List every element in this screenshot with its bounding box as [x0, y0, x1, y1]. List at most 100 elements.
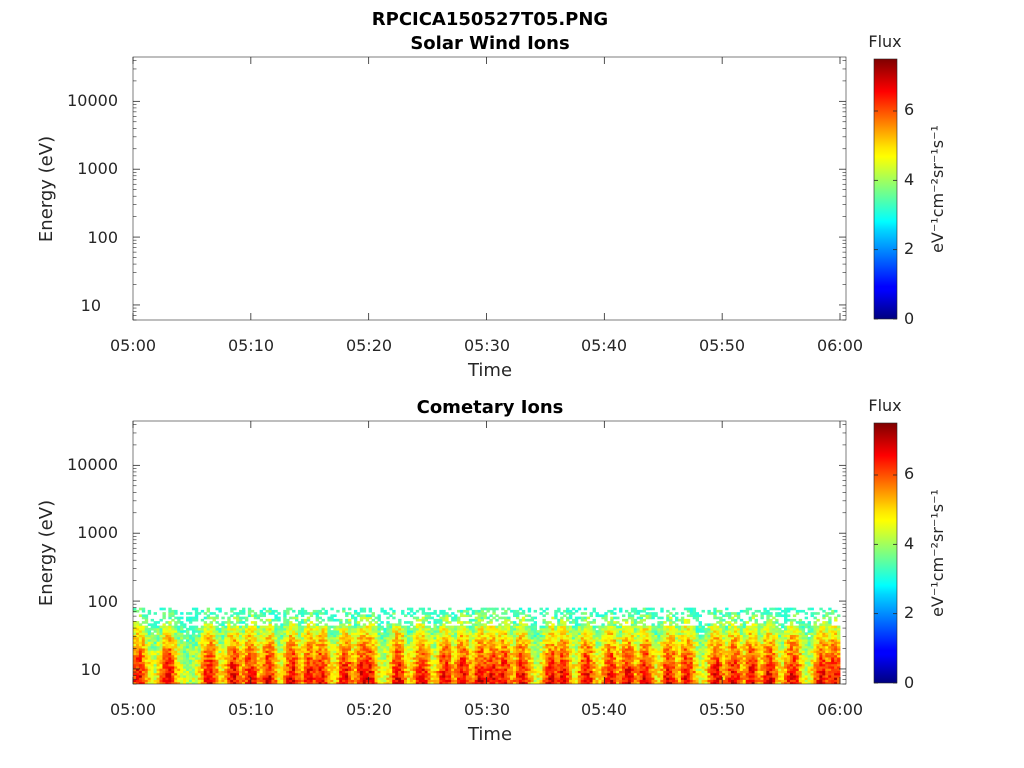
- spectrogram-cell: [286, 648, 290, 651]
- spectrogram-cell: [498, 632, 502, 635]
- spectrogram-cell: [215, 666, 219, 669]
- spectrogram-cell: [345, 677, 349, 680]
- spectrogram-cell: [135, 670, 140, 674]
- spectrogram-cell: [165, 672, 169, 676]
- spectrogram-cell: [274, 672, 278, 676]
- spectrogram-cell: [513, 634, 517, 638]
- spectrogram-cell: [601, 634, 605, 638]
- spectrogram-cell: [247, 643, 252, 647]
- spectrogram-cell: [551, 650, 555, 653]
- spectrogram-cell: [183, 681, 187, 684]
- spectrogram-cell: [601, 670, 605, 674]
- spectrogram-cell: [433, 661, 437, 665]
- spectrogram-cell: [465, 670, 470, 674]
- spectrogram-cell: [309, 661, 314, 665]
- spectrogram-cell: [359, 630, 364, 633]
- spectrogram-cell: [159, 634, 163, 638]
- spectrogram-cell: [409, 630, 414, 633]
- spectrogram-cell: [424, 675, 429, 678]
- spectrogram-cell: [507, 641, 511, 644]
- spectrogram-cell: [339, 663, 343, 667]
- spectrogram-cell: [592, 625, 596, 629]
- spectrogram-cell: [327, 659, 331, 662]
- spectrogram-cell: [144, 614, 149, 618]
- spectrogram-cell: [191, 663, 196, 667]
- spectrogram-cell: [239, 672, 243, 676]
- spectrogram-cell: [424, 645, 429, 649]
- spectrogram-cell: [421, 632, 426, 635]
- spectrogram-cell: [421, 641, 426, 644]
- spectrogram-cell: [194, 607, 199, 611]
- spectrogram-cell: [539, 627, 543, 631]
- spectrogram-cell: [289, 681, 293, 684]
- spectrogram-cell: [451, 650, 455, 653]
- spectrogram-cell: [274, 652, 278, 656]
- spectrogram-cell: [221, 639, 225, 642]
- spectrogram-cell: [542, 659, 546, 662]
- spectrogram-cell: [515, 661, 520, 665]
- spectrogram-cell: [510, 630, 514, 633]
- spectrogram-cell: [592, 677, 596, 680]
- spectrogram-cell: [144, 663, 149, 667]
- spectrogram-cell: [171, 639, 175, 642]
- spectrogram-cell: [439, 670, 443, 674]
- spectrogram-cell: [554, 643, 558, 647]
- spectrogram-cell: [303, 627, 308, 631]
- spectrogram-cell: [521, 659, 526, 662]
- spectrogram-cell: [613, 634, 617, 638]
- spectrogram-cell: [150, 632, 155, 635]
- spectrogram-cell: [392, 627, 396, 631]
- spectrogram-cell: [524, 627, 529, 631]
- spectrogram-cell: [389, 607, 393, 611]
- spectrogram-cell: [412, 632, 417, 635]
- spectrogram-cell: [409, 639, 414, 642]
- spectrogram-cell: [495, 668, 499, 671]
- spectrogram-cell: [445, 666, 449, 669]
- spectrogram-cell: [186, 648, 190, 651]
- spectrogram-cell: [159, 675, 163, 678]
- spectrogram-cell: [530, 681, 535, 684]
- spectrogram-cell: [321, 625, 325, 629]
- spectrogram-cell: [445, 668, 449, 671]
- spectrogram-cell: [377, 630, 381, 633]
- spectrogram-cell: [174, 639, 178, 642]
- spectrogram-cell: [365, 679, 370, 683]
- spectrogram-cell: [256, 657, 261, 660]
- spectrogram-cell: [315, 679, 320, 683]
- spectrogram-cell: [135, 677, 140, 680]
- spectrogram-cell: [253, 672, 258, 676]
- spectrogram-cell: [200, 663, 205, 667]
- spectrogram-cell: [498, 666, 502, 669]
- spectrogram-cell: [492, 639, 496, 642]
- spectrogram-cell: [197, 639, 202, 642]
- spectrogram-cell: [406, 666, 411, 669]
- spectrogram-cell: [239, 654, 243, 658]
- spectrogram-cell: [271, 675, 275, 678]
- spectrogram-cell: [507, 666, 511, 669]
- spectrogram-cell: [342, 668, 346, 671]
- spectrogram-cell: [477, 616, 482, 620]
- spectrogram-cell: [418, 643, 423, 647]
- spectrogram-cell: [548, 654, 552, 658]
- spectrogram-cell: [527, 654, 532, 658]
- spectrogram-cell: [353, 650, 358, 653]
- spectrogram-cell: [521, 627, 526, 631]
- spectrogram-cell: [303, 675, 308, 678]
- spectrogram-cell: [515, 627, 520, 631]
- spectrogram-cell: [613, 672, 617, 676]
- spectrogram-cell: [315, 670, 320, 674]
- spectrogram-cell: [224, 679, 228, 683]
- spectrogram-cell: [141, 632, 146, 635]
- spectrogram-cell: [133, 630, 137, 633]
- spectrogram-cell: [324, 634, 328, 638]
- spectrogram-cell: [560, 670, 564, 674]
- spectrogram-cell: [510, 659, 514, 662]
- spectrogram-cell: [583, 677, 588, 680]
- spectrogram-cell: [468, 675, 473, 678]
- colorbar-tick-label: 2: [904, 239, 914, 258]
- spectrogram-cell: [459, 632, 464, 635]
- spectrogram-cell: [412, 654, 417, 658]
- spectrogram-cell: [518, 652, 523, 656]
- spectrogram-cell: [374, 632, 378, 635]
- spectrogram-cell: [427, 625, 431, 629]
